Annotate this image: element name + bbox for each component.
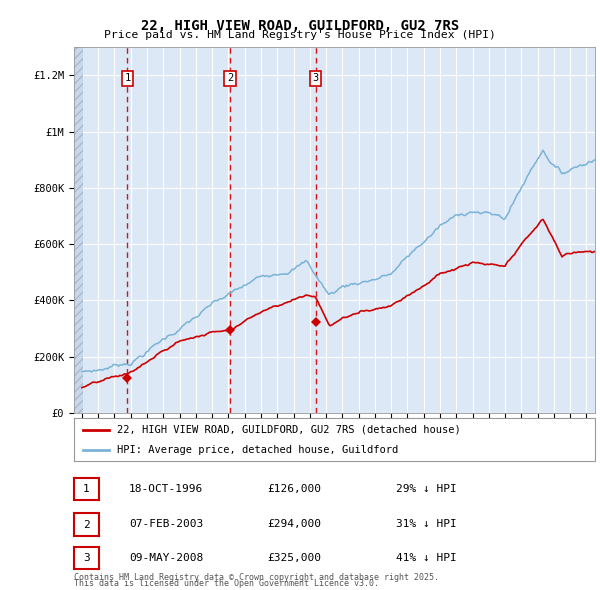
Text: 22, HIGH VIEW ROAD, GUILDFORD, GU2 7RS (detached house): 22, HIGH VIEW ROAD, GUILDFORD, GU2 7RS (… xyxy=(116,425,460,434)
Text: 18-OCT-1996: 18-OCT-1996 xyxy=(129,484,203,493)
Text: 3: 3 xyxy=(83,553,90,563)
Text: 29% ↓ HPI: 29% ↓ HPI xyxy=(396,484,457,493)
Text: 31% ↓ HPI: 31% ↓ HPI xyxy=(396,519,457,529)
Text: £325,000: £325,000 xyxy=(267,553,321,562)
Text: 1: 1 xyxy=(83,484,90,494)
Text: 2: 2 xyxy=(227,73,233,83)
Text: 07-FEB-2003: 07-FEB-2003 xyxy=(129,519,203,529)
Text: HPI: Average price, detached house, Guildford: HPI: Average price, detached house, Guil… xyxy=(116,445,398,454)
Text: 41% ↓ HPI: 41% ↓ HPI xyxy=(396,553,457,562)
Text: 22, HIGH VIEW ROAD, GUILDFORD, GU2 7RS: 22, HIGH VIEW ROAD, GUILDFORD, GU2 7RS xyxy=(141,19,459,33)
Text: This data is licensed under the Open Government Licence v3.0.: This data is licensed under the Open Gov… xyxy=(74,579,379,588)
Text: 09-MAY-2008: 09-MAY-2008 xyxy=(129,553,203,562)
Text: Contains HM Land Registry data © Crown copyright and database right 2025.: Contains HM Land Registry data © Crown c… xyxy=(74,573,439,582)
Text: Price paid vs. HM Land Registry's House Price Index (HPI): Price paid vs. HM Land Registry's House … xyxy=(104,30,496,40)
Text: £294,000: £294,000 xyxy=(267,519,321,529)
Text: 1: 1 xyxy=(124,73,130,83)
Text: 3: 3 xyxy=(313,73,319,83)
Text: 2: 2 xyxy=(83,520,90,529)
Text: £126,000: £126,000 xyxy=(267,484,321,493)
